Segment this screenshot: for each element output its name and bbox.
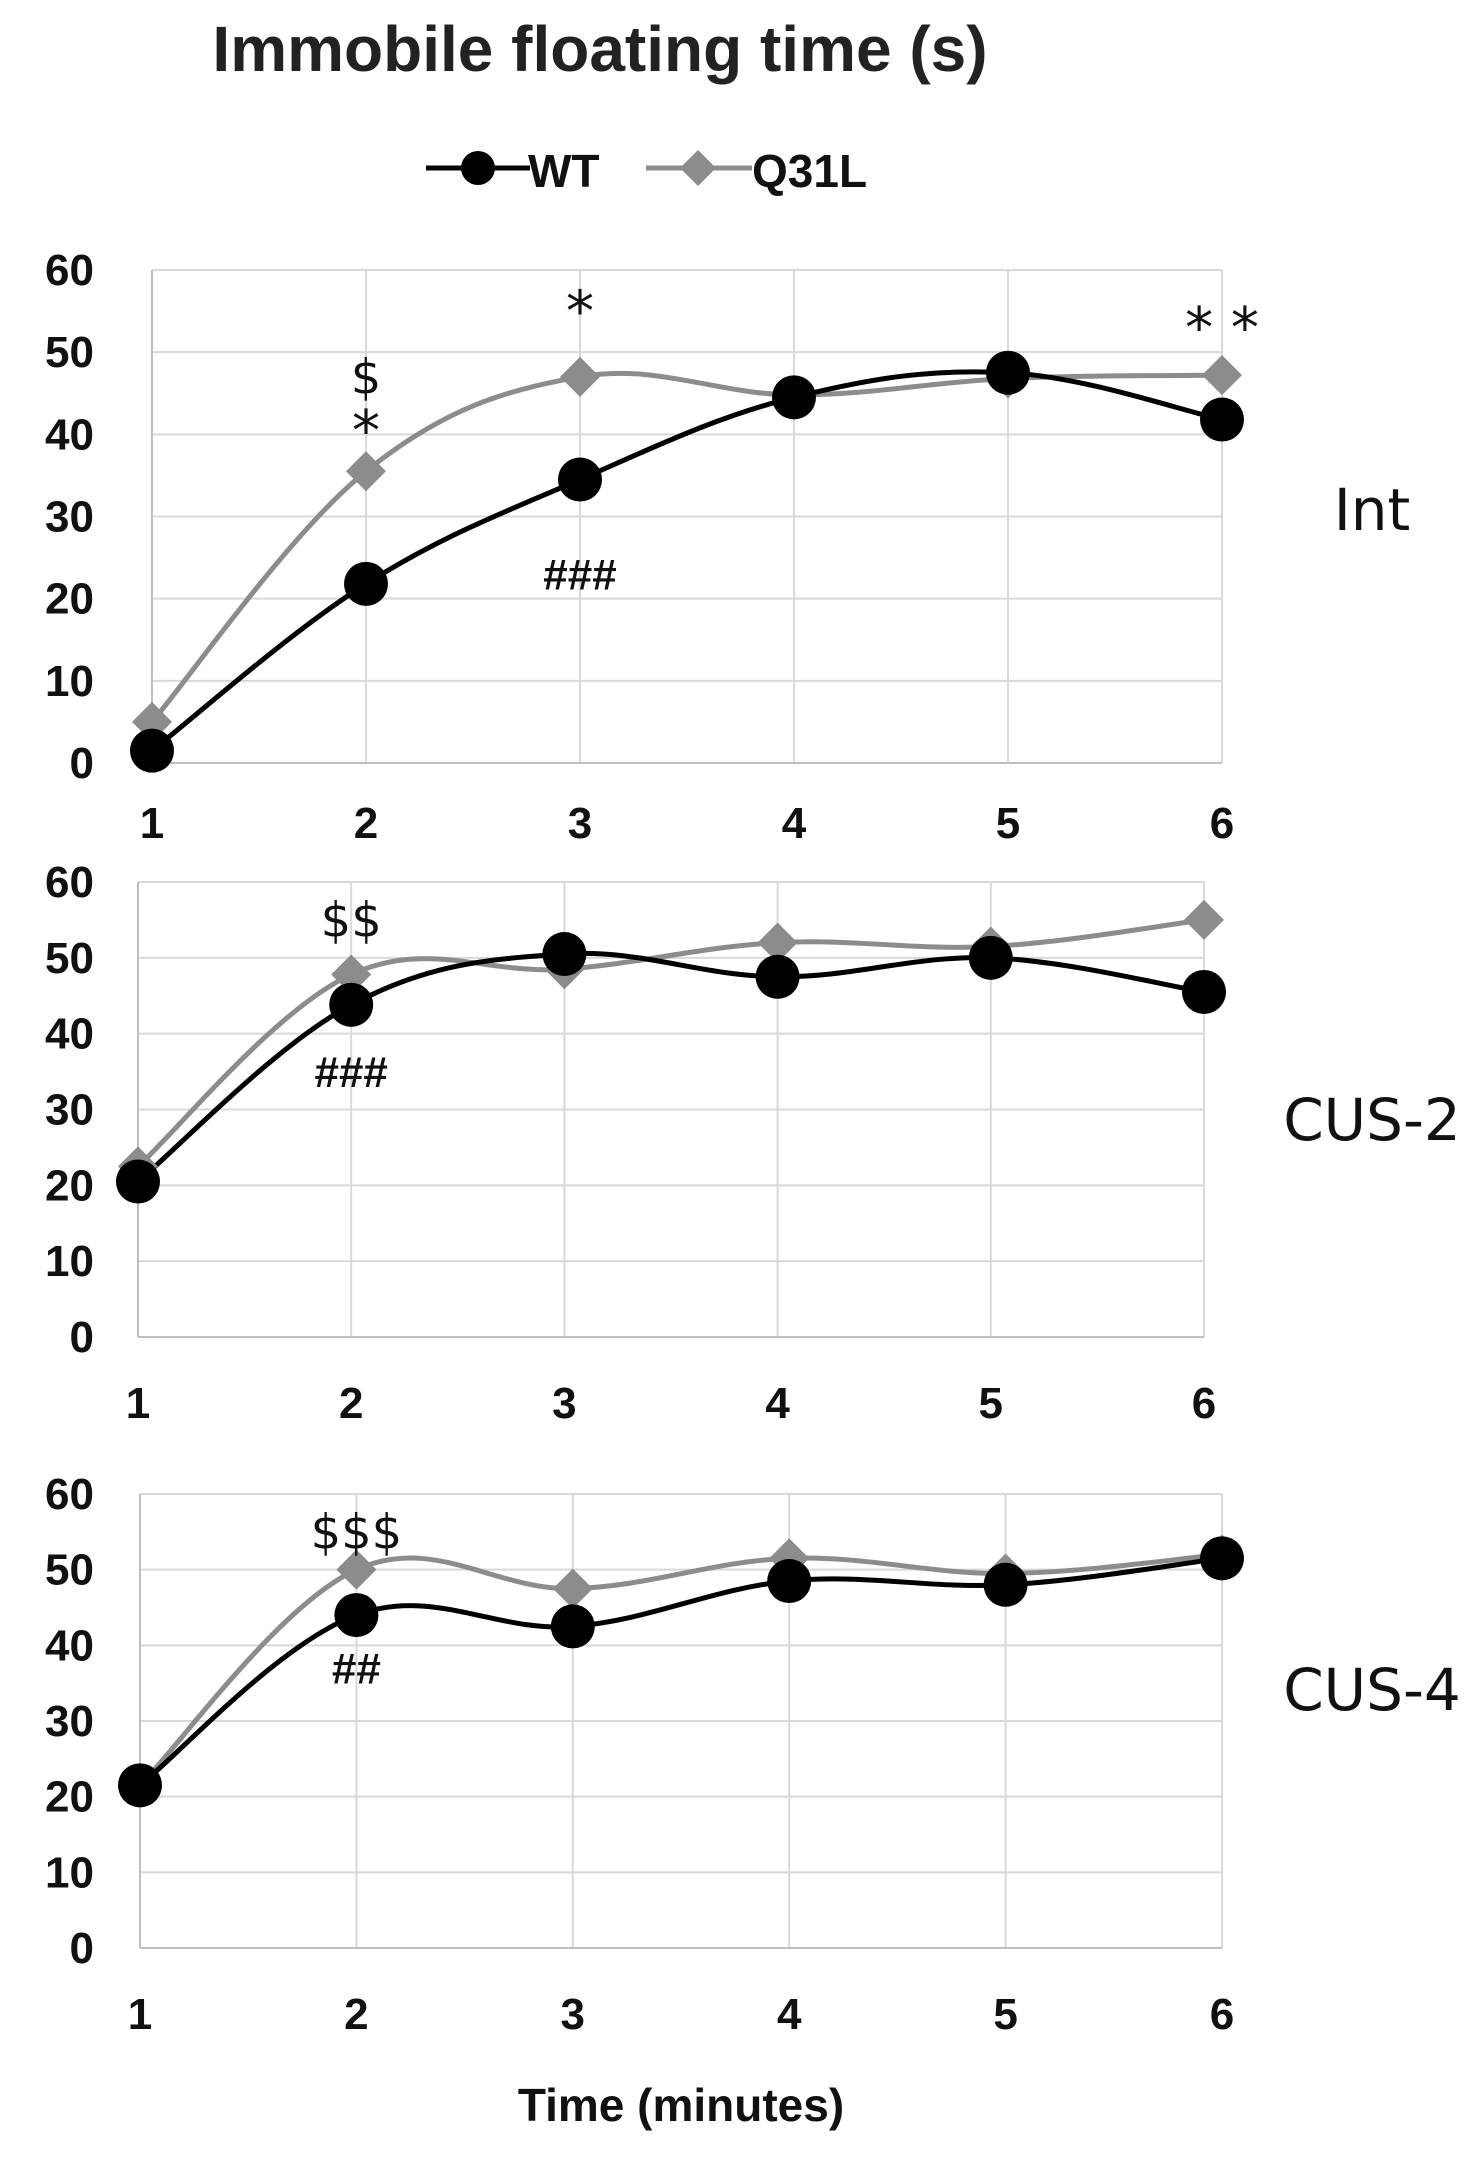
data-point-q31l [336, 1549, 377, 1590]
panel-label: Int [1334, 476, 1411, 544]
legend-item-wt: WT [420, 138, 620, 198]
x-tick-label: 6 [1192, 1379, 1216, 1428]
x-tick-label: 2 [344, 1990, 368, 2039]
data-point-wt [1200, 1536, 1244, 1581]
data-point-wt [983, 1562, 1028, 1607]
data-point-wt [772, 375, 816, 420]
data-point-wt [130, 728, 174, 773]
data-point-wt [755, 954, 800, 999]
data-point-wt [968, 935, 1013, 980]
y-tick-label: 40 [45, 410, 94, 459]
y-tick-label: 20 [45, 1773, 94, 1822]
x-tick-label: 6 [1210, 799, 1234, 848]
panel-label: CUS-2 [1283, 1086, 1461, 1154]
chart-title: Immobile floating time (s) [212, 13, 988, 85]
y-tick-label: 50 [45, 1546, 94, 1595]
y-tick-label: 10 [45, 657, 94, 706]
y-tick-label: 60 [45, 1470, 94, 1519]
series-line-wt [138, 1555, 1223, 1788]
data-point-q31l [346, 451, 386, 492]
data-point-wt [558, 457, 602, 502]
annotation-label: ### [314, 1048, 387, 1097]
panel-label: CUS-4 [1283, 1656, 1461, 1724]
data-point-wt [344, 561, 388, 606]
y-tick-label: 60 [45, 246, 94, 295]
x-tick-label: 4 [782, 799, 807, 848]
data-point-wt [1200, 397, 1244, 442]
y-tick-label: 40 [45, 1010, 94, 1059]
series-line-q31l [150, 370, 1223, 724]
series-line-wt [136, 950, 1205, 1184]
y-tick-label: 30 [45, 1086, 94, 1135]
data-point-q31l [1184, 899, 1224, 940]
chart-panel-3: 0 10 20 30 40 50 60 1 2 3 4 5 6 $$$ ## CUS-4 [45, 1470, 1461, 2039]
x-tick-label: 1 [128, 1990, 152, 2039]
x-tick-label: 6 [1210, 1990, 1234, 2039]
y-tick-label: 60 [45, 858, 94, 907]
data-point-wt [542, 932, 587, 977]
data-point-wt [118, 1763, 162, 1808]
annotation-label: * [566, 280, 594, 345]
y-tick-label: 10 [45, 1237, 94, 1286]
annotation-label: $$ [321, 893, 382, 949]
y-tick-label: 0 [70, 739, 94, 788]
legend-marker-q31l [646, 150, 752, 186]
data-point-wt [1182, 969, 1226, 1014]
legend-label-q31l: Q31L [752, 145, 868, 197]
x-tick-label: 1 [126, 1379, 150, 1428]
x-tick-label: 1 [140, 799, 164, 848]
data-point-q31l [560, 356, 600, 397]
x-tick-label: 5 [996, 799, 1020, 848]
data-point-wt [767, 1559, 812, 1604]
data-point-wt [550, 1604, 595, 1649]
legend-item-q31l: Q31L [640, 138, 880, 198]
y-tick-label: 50 [45, 934, 94, 983]
annotation-label: ## [332, 1644, 381, 1693]
legend-label-wt: WT [528, 145, 600, 197]
annotation-label: * * [1185, 296, 1259, 361]
y-tick-label: 50 [45, 328, 94, 377]
data-point-q31l [331, 954, 372, 995]
x-tick-label: 4 [777, 1990, 802, 2039]
annotation-label: * [352, 399, 380, 464]
data-point-wt [986, 350, 1030, 395]
data-point-wt [116, 1159, 160, 1204]
y-tick-label: 30 [45, 1697, 94, 1746]
y-tick-label: 20 [45, 1161, 94, 1210]
x-tick-label: 4 [765, 1379, 790, 1428]
data-point-q31l [757, 922, 798, 963]
legend-marker-wt [426, 151, 530, 185]
data-point-wt [334, 1593, 379, 1638]
series-line-wt [150, 369, 1223, 753]
y-tick-label: 40 [45, 1621, 94, 1670]
x-tick-label: 3 [561, 1990, 585, 2039]
chart-panel-2: 0 10 20 30 40 50 60 1 2 3 4 5 6 $$ ### CUS-2 [45, 858, 1461, 1428]
annotation-label: $$$ [311, 1505, 403, 1561]
x-tick-label: 5 [979, 1379, 1003, 1428]
annotation-label: $ [351, 350, 382, 406]
x-tick-label: 2 [339, 1379, 363, 1428]
x-tick-label: 5 [993, 1990, 1017, 2039]
data-point-wt [329, 982, 374, 1027]
y-tick-label: 0 [70, 1924, 94, 1973]
x-tick-label: 2 [354, 799, 378, 848]
annotation-label: ### [543, 550, 616, 599]
x-tick-label: 3 [552, 1379, 576, 1428]
y-tick-label: 20 [45, 575, 94, 624]
series-line-q31l [138, 1552, 1223, 1788]
y-tick-label: 10 [45, 1848, 94, 1897]
x-axis-label: Time (minutes) [517, 2079, 845, 2131]
x-tick-label: 3 [568, 799, 592, 848]
data-point-q31l [1202, 355, 1242, 396]
data-point-q31l [552, 1568, 593, 1609]
y-tick-label: 0 [70, 1313, 94, 1362]
y-tick-label: 30 [45, 493, 94, 542]
